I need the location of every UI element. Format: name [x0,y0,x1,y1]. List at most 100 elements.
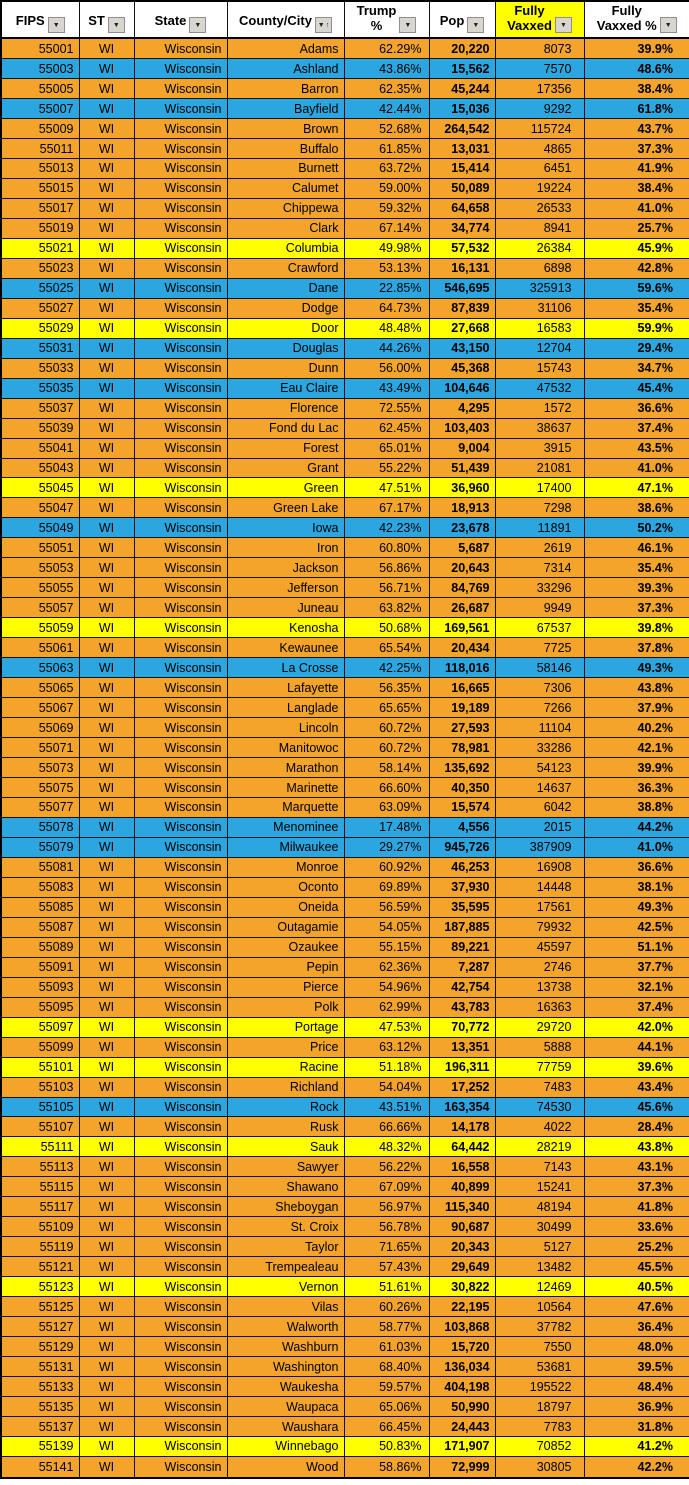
cell-vaxxed-pct[interactable]: 59.6% [583,277,689,299]
cell-vaxxed-pct[interactable]: 37.7% [583,956,689,978]
cell-county[interactable]: Chippewa [226,197,345,219]
cell-fips[interactable]: 55021 [0,237,80,259]
cell-county[interactable]: Waukesha [226,1376,345,1398]
cell-vaxxed-pct[interactable]: 39.6% [583,1056,689,1078]
cell-state[interactable]: Wisconsin [133,1076,228,1098]
cell-st[interactable]: WI [78,257,135,279]
cell-trump-pct[interactable]: 48.32% [343,1136,430,1158]
cell-vaxxed-pct[interactable]: 46.1% [583,537,689,559]
cell-county[interactable]: Marathon [226,757,345,779]
cell-fips[interactable]: 55069 [0,717,80,739]
cell-trump-pct[interactable]: 42.23% [343,517,430,539]
cell-state[interactable]: Wisconsin [133,996,228,1018]
cell-vaxxed[interactable]: 11891 [494,517,585,539]
cell-pop[interactable]: 50,089 [428,177,496,199]
cell-state[interactable]: Wisconsin [133,1036,228,1058]
cell-trump-pct[interactable]: 61.03% [343,1336,430,1358]
cell-county[interactable]: Green [226,477,345,499]
cell-state[interactable]: Wisconsin [133,1196,228,1218]
cell-trump-pct[interactable]: 60.72% [343,717,430,739]
cell-st[interactable]: WI [78,1096,135,1118]
cell-vaxxed[interactable]: 33286 [494,737,585,759]
cell-state[interactable]: Wisconsin [133,757,228,779]
cell-state[interactable]: Wisconsin [133,816,228,838]
cell-trump-pct[interactable]: 63.12% [343,1036,430,1058]
cell-trump-pct[interactable]: 59.32% [343,197,430,219]
cell-county[interactable]: Grant [226,457,345,479]
cell-vaxxed[interactable]: 12704 [494,337,585,359]
cell-vaxxed[interactable]: 79932 [494,916,585,938]
cell-fips[interactable]: 55097 [0,1016,80,1038]
cell-pop[interactable]: 42,754 [428,976,496,998]
cell-pop[interactable]: 118,016 [428,657,496,679]
cell-vaxxed[interactable]: 58146 [494,657,585,679]
cell-fips[interactable]: 55037 [0,397,80,419]
cell-vaxxed[interactable]: 16583 [494,317,585,339]
cell-st[interactable]: WI [78,217,135,239]
cell-vaxxed-pct[interactable]: 49.3% [583,657,689,679]
cell-fips[interactable]: 55137 [0,1416,80,1437]
cell-pop[interactable]: 84,769 [428,577,496,599]
cell-vaxxed[interactable]: 31106 [494,297,585,319]
cell-vaxxed-pct[interactable]: 38.8% [583,796,689,818]
cell-state[interactable]: Wisconsin [133,677,228,699]
cell-state[interactable]: Wisconsin [133,876,228,898]
cell-county[interactable]: Kenosha [226,617,345,639]
cell-vaxxed[interactable]: 6898 [494,257,585,279]
cell-county[interactable]: Shawano [226,1176,345,1198]
cell-st[interactable]: WI [78,1336,135,1358]
cell-county[interactable]: Florence [226,397,345,419]
cell-fips[interactable]: 55063 [0,657,80,679]
cell-st[interactable]: WI [78,1296,135,1318]
cell-county[interactable]: Adams [226,37,345,60]
cell-vaxxed-pct[interactable]: 48.6% [583,58,689,80]
cell-vaxxed-pct[interactable]: 49.3% [583,896,689,918]
cell-vaxxed[interactable]: 4022 [494,1116,585,1138]
cell-fips[interactable]: 55125 [0,1296,80,1318]
cell-st[interactable]: WI [78,1036,135,1058]
cell-fips[interactable]: 55045 [0,477,80,499]
cell-state[interactable]: Wisconsin [133,1096,228,1118]
cell-county[interactable]: Pepin [226,956,345,978]
cell-trump-pct[interactable]: 56.35% [343,677,430,699]
cell-pop[interactable]: 64,658 [428,197,496,219]
cell-pop[interactable]: 64,442 [428,1136,496,1158]
cell-pop[interactable]: 136,034 [428,1356,496,1378]
cell-fips[interactable]: 55129 [0,1336,80,1358]
cell-county[interactable]: Taylor [226,1236,345,1258]
cell-vaxxed-pct[interactable]: 36.6% [583,397,689,419]
cell-st[interactable]: WI [78,697,135,719]
cell-st[interactable]: WI [78,1016,135,1038]
cell-pop[interactable]: 90,687 [428,1216,496,1238]
cell-fips[interactable]: 55103 [0,1076,80,1098]
cell-pop[interactable]: 29,649 [428,1256,496,1278]
cell-state[interactable]: Wisconsin [133,78,228,100]
cell-fips[interactable]: 55007 [0,98,80,120]
cell-vaxxed-pct[interactable]: 51.1% [583,936,689,958]
cell-trump-pct[interactable]: 50.83% [343,1435,430,1457]
cell-pop[interactable]: 9,004 [428,437,496,459]
cell-fips[interactable]: 55017 [0,197,80,219]
cell-state[interactable]: Wisconsin [133,98,228,120]
cell-county[interactable]: Rock [226,1096,345,1118]
cell-trump-pct[interactable]: 50.68% [343,617,430,639]
cell-state[interactable]: Wisconsin [133,577,228,599]
cell-state[interactable]: Wisconsin [133,497,228,519]
cell-pop[interactable]: 404,198 [428,1376,496,1398]
cell-pop[interactable]: 72,999 [428,1455,496,1479]
cell-st[interactable]: WI [78,1196,135,1218]
cell-fips[interactable]: 55061 [0,637,80,659]
column-header-trump-pct[interactable]: Trump% ▼ [343,0,430,39]
cell-county[interactable]: Outagamie [226,916,345,938]
cell-vaxxed[interactable]: 5127 [494,1236,585,1258]
cell-state[interactable]: Wisconsin [133,1116,228,1138]
cell-state[interactable]: Wisconsin [133,1296,228,1318]
cell-vaxxed-pct[interactable]: 47.1% [583,477,689,499]
cell-trump-pct[interactable]: 54.96% [343,976,430,998]
cell-vaxxed[interactable]: 17561 [494,896,585,918]
cell-trump-pct[interactable]: 29.27% [343,836,430,858]
cell-state[interactable]: Wisconsin [133,1455,228,1479]
cell-pop[interactable]: 187,885 [428,916,496,938]
cell-fips[interactable]: 55047 [0,497,80,519]
cell-vaxxed[interactable]: 77759 [494,1056,585,1078]
